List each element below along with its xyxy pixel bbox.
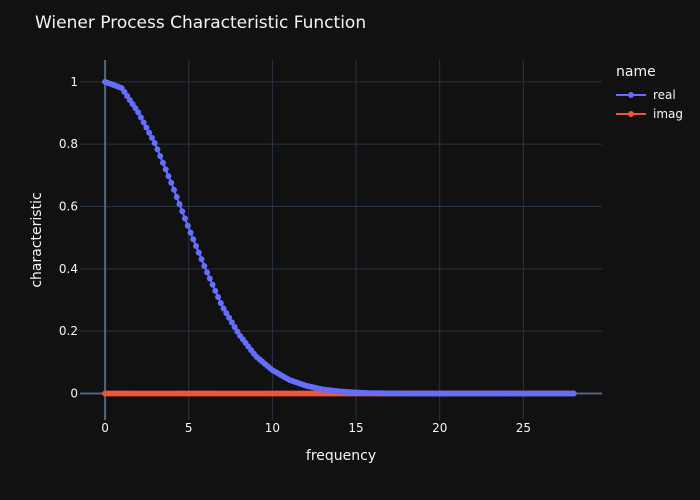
- x-tick-label: 10: [265, 421, 280, 435]
- point-real: [201, 262, 208, 269]
- y-tick-labels: 0 0.2 0.4 0.6 0.8 1: [59, 75, 78, 401]
- legend-label-imag: imag: [653, 106, 683, 121]
- legend-swatch-imag: [616, 109, 646, 119]
- legend: name real imag: [616, 64, 683, 123]
- y-tick-label: 0.4: [59, 262, 78, 276]
- point-real: [165, 173, 172, 180]
- point-real: [217, 300, 224, 307]
- point-real: [168, 179, 175, 186]
- point-real: [151, 140, 158, 147]
- x-tick-label: 0: [101, 421, 109, 435]
- point-real: [148, 134, 155, 141]
- series-real: [102, 78, 577, 397]
- point-real: [226, 314, 233, 321]
- point-real: [570, 390, 577, 397]
- point-real: [212, 287, 219, 294]
- point-real: [182, 215, 189, 222]
- y-axis-label: characteristic: [29, 192, 45, 287]
- y-tick-label: 0.6: [59, 199, 78, 213]
- point-real: [198, 256, 205, 263]
- legend-label-real: real: [653, 87, 676, 102]
- point-real: [215, 293, 222, 300]
- point-real: [179, 208, 186, 215]
- point-real: [157, 153, 164, 160]
- point-real: [170, 186, 177, 193]
- series-line-real: [104, 80, 574, 395]
- chart-title: Wiener Process Characteristic Function: [35, 13, 367, 33]
- legend-swatch-real: [616, 90, 646, 100]
- legend-item-imag[interactable]: imag: [616, 104, 683, 123]
- series-layer: [102, 78, 577, 397]
- x-tick-label: 15: [348, 421, 363, 435]
- point-real: [228, 319, 235, 326]
- point-real: [231, 324, 238, 331]
- x-tick-label: 25: [516, 421, 531, 435]
- point-real: [206, 275, 213, 282]
- legend-title: name: [616, 64, 656, 80]
- point-real: [140, 119, 147, 126]
- point-real: [146, 129, 153, 136]
- point-real: [184, 222, 191, 229]
- point-real: [195, 249, 202, 256]
- point-real: [176, 201, 183, 208]
- point-real: [135, 109, 142, 116]
- x-axis-label: frequency: [306, 448, 376, 464]
- point-real: [173, 193, 180, 200]
- y-tick-label: 0.8: [59, 137, 78, 151]
- y-tick-label: 1: [70, 75, 78, 89]
- y-tick-label: 0.2: [59, 324, 78, 338]
- x-tick-label: 5: [185, 421, 193, 435]
- point-real: [187, 229, 194, 236]
- point-real: [143, 124, 150, 131]
- point-real: [209, 281, 216, 288]
- point-real: [204, 269, 211, 276]
- point-real: [223, 310, 230, 317]
- grid-lines: [80, 60, 602, 420]
- point-real: [220, 305, 227, 312]
- point-real: [190, 236, 197, 243]
- x-tick-label: 20: [432, 421, 447, 435]
- y-tick-label: 0: [70, 387, 78, 401]
- point-real: [193, 242, 200, 249]
- legend-item-real[interactable]: real: [616, 85, 683, 104]
- point-real: [162, 166, 169, 173]
- point-real: [154, 146, 161, 153]
- point-real: [159, 159, 166, 166]
- x-tick-labels: 0 5 10 15 20 25: [101, 421, 531, 435]
- point-real: [137, 114, 144, 121]
